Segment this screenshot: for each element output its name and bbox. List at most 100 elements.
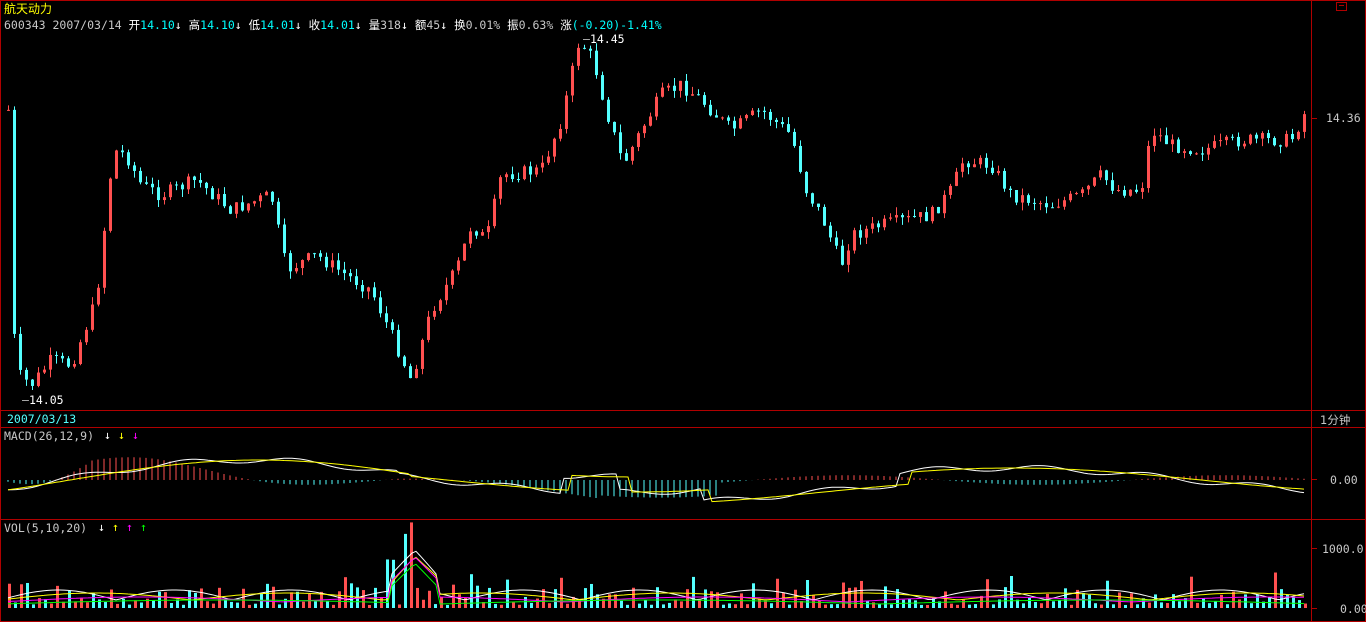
candle-body bbox=[61, 355, 64, 359]
volume-bar bbox=[446, 604, 449, 608]
volume-bar bbox=[566, 603, 569, 608]
volume-bar bbox=[986, 579, 989, 608]
candle-body bbox=[559, 128, 562, 139]
candle-body bbox=[133, 165, 136, 171]
period-label[interactable]: 1分钟 bbox=[1320, 413, 1351, 427]
volume-bar bbox=[122, 598, 125, 608]
turnover-label: 换 bbox=[454, 18, 466, 32]
macd-panel-top bbox=[0, 427, 1366, 428]
candle-body bbox=[295, 268, 298, 272]
candle-body bbox=[1171, 139, 1174, 145]
volume-bar bbox=[80, 597, 83, 608]
volume-bar bbox=[182, 604, 185, 608]
candle-body bbox=[955, 171, 958, 186]
price-panel-bottom bbox=[0, 410, 1366, 411]
volume-bar bbox=[398, 604, 401, 608]
volume-bar bbox=[518, 604, 521, 608]
candle-body bbox=[877, 223, 880, 228]
candle-body bbox=[289, 253, 292, 272]
volume-bar bbox=[1214, 601, 1217, 608]
volume-bar bbox=[608, 594, 611, 608]
candle-body bbox=[139, 170, 142, 183]
volume-bar bbox=[854, 587, 857, 608]
volume-bar bbox=[494, 603, 497, 608]
candle-body bbox=[589, 48, 592, 51]
volume-ma10-line bbox=[7, 556, 1305, 601]
volume-bar bbox=[452, 584, 455, 608]
volume-bar bbox=[1298, 600, 1301, 608]
candle-body bbox=[613, 121, 616, 133]
change-value: (-0.20)-1.41% bbox=[571, 18, 662, 32]
quote-info-bar: 600343 2007/03/14 开14.10↓ 高14.10↓ 低14.01… bbox=[4, 17, 662, 33]
price-axis-label: 14.36 bbox=[1326, 111, 1361, 125]
candle-body bbox=[121, 150, 124, 153]
candle-body bbox=[337, 260, 340, 270]
macd-dea-line bbox=[7, 459, 1305, 503]
candle-body bbox=[25, 369, 28, 380]
candle-body bbox=[283, 224, 286, 254]
volume-bar bbox=[1016, 599, 1019, 608]
price-axis-tick bbox=[1311, 118, 1317, 119]
candle-body bbox=[739, 118, 742, 129]
candle-body bbox=[553, 138, 556, 157]
candle-body bbox=[223, 194, 226, 207]
candle-body bbox=[1261, 133, 1264, 139]
volume-bar bbox=[968, 604, 971, 608]
candle-body bbox=[151, 183, 154, 188]
candle-body bbox=[811, 193, 814, 204]
volume-bar bbox=[176, 599, 179, 608]
candle-body bbox=[775, 119, 778, 123]
candle-body bbox=[787, 124, 790, 132]
volume-bar bbox=[44, 599, 47, 608]
candle-body bbox=[181, 184, 184, 190]
volume-bar bbox=[500, 604, 503, 608]
volume-bar bbox=[560, 577, 563, 608]
volume-bar bbox=[20, 584, 23, 608]
volume-bar bbox=[644, 599, 647, 608]
volume-bar bbox=[1022, 603, 1025, 608]
candle-body bbox=[439, 300, 442, 311]
candle-body bbox=[793, 131, 796, 146]
candle-body bbox=[1225, 136, 1228, 141]
candle-body bbox=[1267, 133, 1270, 138]
candle-body bbox=[517, 179, 520, 181]
volume-bar bbox=[1274, 572, 1277, 608]
candle-body bbox=[697, 94, 700, 96]
candle-body bbox=[727, 117, 730, 121]
volume-bar bbox=[890, 604, 893, 608]
candle-body bbox=[37, 372, 40, 386]
candle-body bbox=[1117, 190, 1120, 192]
low-price-marker: —14.05 bbox=[22, 393, 64, 407]
candle-body bbox=[1099, 170, 1102, 178]
volume-bar bbox=[368, 604, 371, 608]
candle-body bbox=[169, 184, 172, 198]
volume-bar bbox=[758, 598, 761, 608]
candle-body bbox=[229, 206, 232, 214]
candle-body bbox=[493, 198, 496, 227]
candle-body bbox=[925, 212, 928, 222]
restore-window-icon[interactable] bbox=[1336, 2, 1347, 11]
candle-body bbox=[49, 354, 52, 370]
volume-bar bbox=[728, 603, 731, 608]
amount-label: 额 bbox=[414, 18, 427, 32]
candle-body bbox=[175, 184, 178, 186]
candle-body bbox=[247, 203, 250, 211]
candle-body bbox=[961, 163, 964, 172]
candle-body bbox=[259, 195, 262, 202]
kline-chart[interactable] bbox=[0, 0, 1311, 622]
volume-bar bbox=[698, 599, 701, 608]
volume-bar bbox=[1124, 604, 1127, 608]
volume-bar bbox=[896, 589, 899, 608]
macd-dif-arrow-icon: ↓ bbox=[104, 428, 111, 442]
stock-code: 600343 bbox=[4, 18, 46, 32]
volume-bar bbox=[1046, 593, 1049, 608]
candle-body bbox=[1279, 145, 1282, 147]
candle-body bbox=[919, 212, 922, 217]
candle-body bbox=[991, 167, 994, 174]
volume-bar bbox=[806, 580, 809, 608]
volume-bar bbox=[1166, 603, 1169, 608]
candle-body bbox=[1195, 153, 1198, 155]
candle-body bbox=[211, 188, 214, 200]
quote-date: 2007/03/14 bbox=[52, 18, 122, 32]
volume-bar bbox=[650, 604, 653, 608]
